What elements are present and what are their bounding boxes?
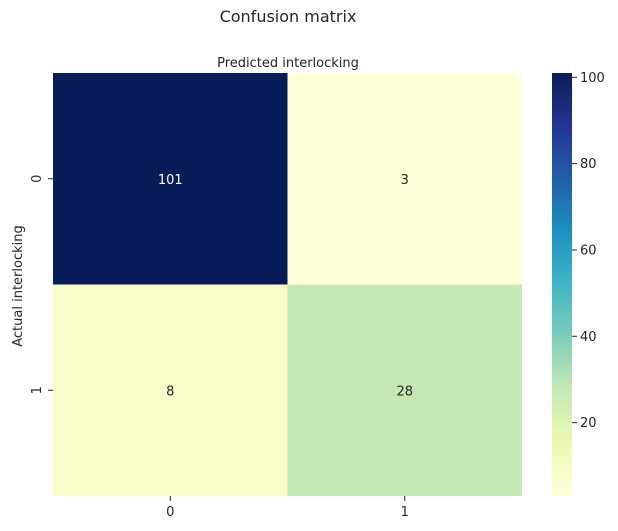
x-tick-label: 1	[401, 505, 409, 520]
colorbar-tick-label: 40	[580, 330, 597, 345]
cell-annotation: 101	[158, 173, 183, 188]
colorbar-tick-label: 20	[580, 416, 597, 431]
cell-annotation: 28	[396, 384, 413, 399]
y-axis-label: Actual interlocking	[11, 225, 26, 347]
colorbar-tick-label: 100	[580, 71, 605, 86]
colorbar	[552, 73, 572, 496]
heatmap-cell	[53, 284, 288, 496]
heatmap-cell	[287, 73, 522, 285]
heatmap-cell	[53, 73, 288, 285]
colorbar-ticks: 20 40 60 80 100	[572, 71, 605, 431]
x-tick-label: 0	[166, 505, 174, 520]
cell-annotation: 8	[166, 384, 174, 399]
y-tick-label: 1	[30, 386, 45, 394]
colorbar-tick-label: 80	[580, 157, 597, 172]
heatmap-cell	[287, 284, 522, 496]
colorbar-tick-label: 60	[580, 243, 597, 258]
x-axis-label: Predicted interlocking	[217, 56, 359, 71]
cell-annotation: 3	[401, 173, 409, 188]
y-ticks: 01	[30, 175, 53, 394]
y-tick-label: 0	[30, 175, 45, 183]
chart-title: Confusion matrix	[220, 7, 357, 26]
heatmap-cells	[53, 73, 522, 496]
cell-annotations: 101 3 8 28	[158, 173, 413, 400]
